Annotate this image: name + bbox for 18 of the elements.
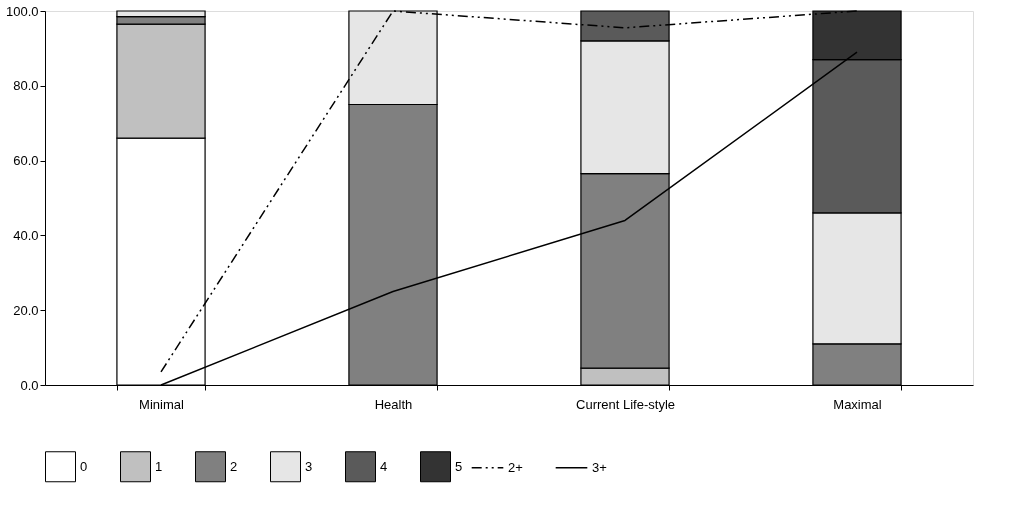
legend-label: 2+ (508, 459, 523, 475)
legend-label: 3 (305, 458, 313, 474)
y-tick-label: 60.0 (13, 153, 39, 169)
y-tick-label: 80.0 (13, 78, 39, 94)
x-tick-label: Current Life-style (576, 396, 675, 412)
legend-label: 1 (155, 458, 163, 474)
x-tick-label: Health (374, 396, 413, 412)
legend-label: 4 (380, 458, 388, 474)
y-tick-label: 100.0 (5, 3, 39, 19)
legend-label: 2 (230, 458, 238, 474)
x-tick-label: Maximal (833, 396, 882, 412)
legend-label: 5 (455, 458, 463, 474)
legend-label: 3+ (592, 459, 607, 475)
y-tick-label: 0.0 (20, 377, 39, 393)
y-tick-label: 20.0 (13, 302, 39, 318)
legend-label: 0 (80, 458, 88, 474)
y-tick-label: 40.0 (13, 227, 39, 243)
x-tick-label: Minimal (139, 396, 184, 412)
